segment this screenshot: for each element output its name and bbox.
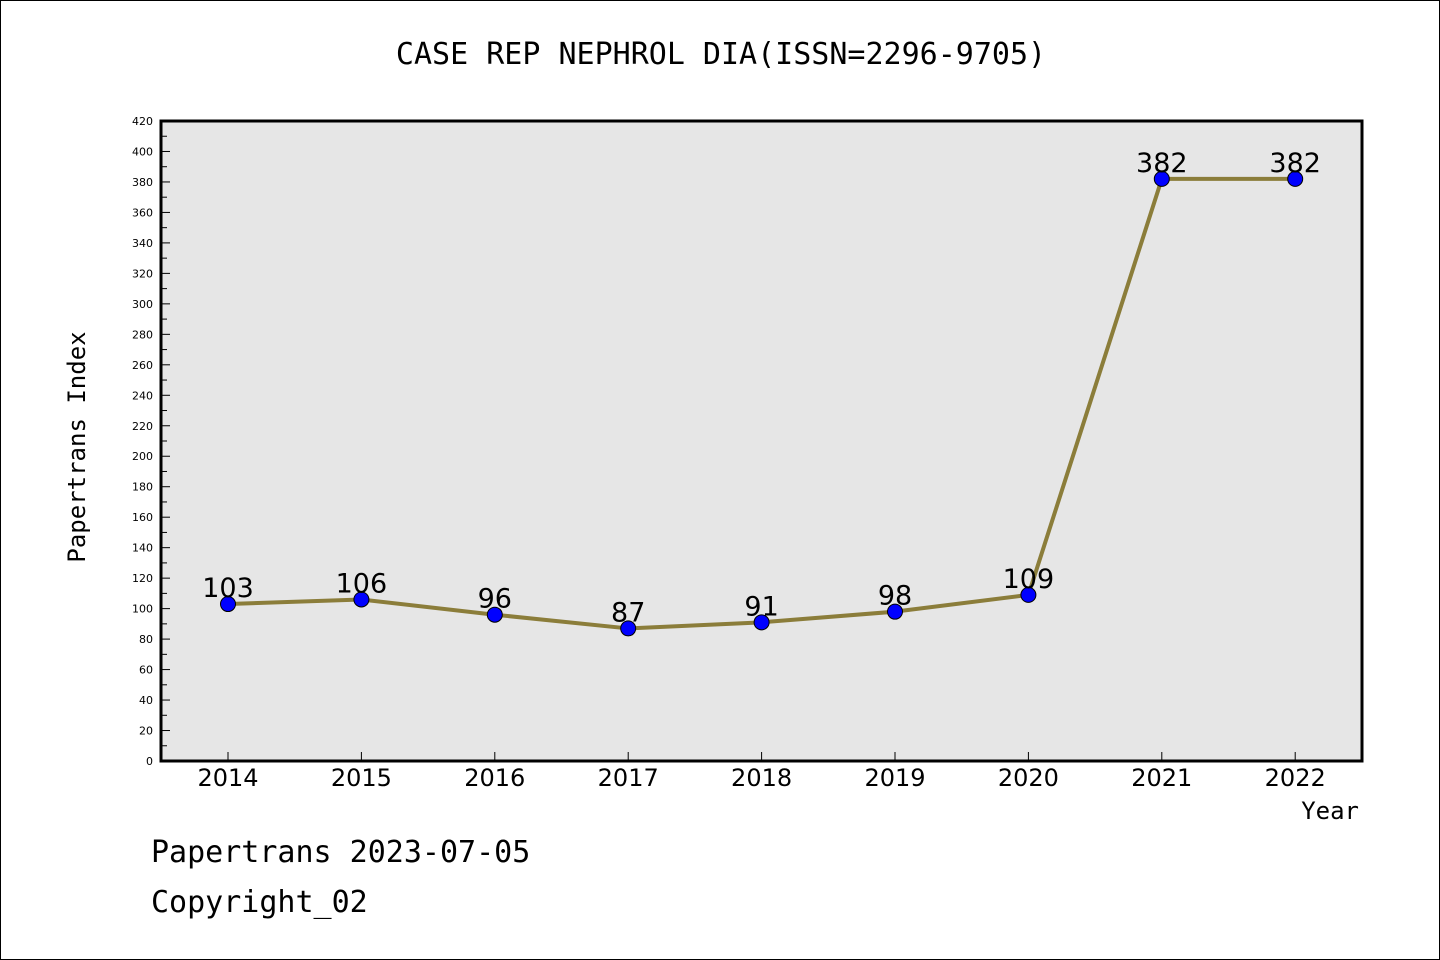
x-tick-label: 2021	[1131, 764, 1192, 792]
x-tick-label: 2015	[331, 764, 392, 792]
x-tick-label: 2016	[464, 764, 525, 792]
data-point	[1287, 170, 1304, 187]
data-point	[887, 603, 903, 620]
data-point	[220, 596, 236, 613]
y-tick-label: 40	[139, 694, 153, 707]
y-tick-label: 400	[132, 145, 153, 158]
y-tick-label: 20	[139, 725, 153, 738]
data-point	[753, 614, 770, 631]
data-label: 382	[1269, 148, 1321, 179]
y-tick-label: 0	[146, 755, 153, 768]
y-tick-label: 360	[132, 206, 153, 219]
y-tick-label: 100	[132, 603, 153, 616]
data-point	[1020, 586, 1037, 603]
y-tick-label: 240	[132, 389, 153, 402]
y-tick-label: 60	[139, 664, 153, 677]
x-tick-label: 2018	[731, 764, 792, 792]
y-tick-label: 380	[132, 176, 153, 189]
y-tick-label: 300	[132, 298, 153, 311]
data-label: 103	[202, 573, 254, 604]
y-tick-label: 80	[139, 633, 153, 646]
data-label: 87	[611, 597, 645, 628]
plot-frame	[159, 119, 1364, 763]
data-point	[486, 606, 503, 623]
data-label: 109	[1003, 564, 1055, 595]
y-tick-label: 320	[132, 267, 153, 280]
x-tick-label: 2017	[598, 764, 659, 792]
x-tick-label: 2020	[998, 764, 1059, 792]
y-tick-label: 160	[132, 511, 153, 524]
data-point	[353, 591, 370, 608]
y-tick-label: 340	[132, 237, 153, 250]
data-label: 382	[1136, 148, 1188, 179]
x-tick-label: 2019	[864, 764, 925, 792]
footer-copyright: Copyright_02	[151, 885, 368, 920]
y-tick-label: 420	[132, 115, 153, 128]
y-tick-label: 180	[132, 481, 153, 494]
x-tick-label: 2022	[1265, 764, 1326, 792]
chart-title: CASE REP NEPHROL DIA(ISSN=2296-9705)	[395, 37, 1047, 72]
y-tick-label: 120	[132, 572, 153, 585]
data-label: 98	[878, 581, 912, 612]
y-tick-label: 260	[132, 359, 153, 372]
y-tick-label: 220	[132, 420, 153, 433]
data-label: 96	[478, 584, 512, 615]
y-tick-label: 280	[132, 328, 153, 341]
data-point	[620, 620, 637, 637]
data-point	[1153, 170, 1170, 187]
y-tick-label: 200	[132, 450, 153, 463]
data-label: 106	[336, 568, 388, 599]
plot-area	[161, 121, 1362, 761]
x-tick-label: 2014	[197, 764, 258, 792]
data-label: 91	[744, 591, 778, 622]
x-axis-label: Year	[1301, 797, 1359, 825]
y-tick-label: 140	[132, 542, 153, 555]
footer-date: Papertrans 2023-07-05	[151, 835, 531, 870]
